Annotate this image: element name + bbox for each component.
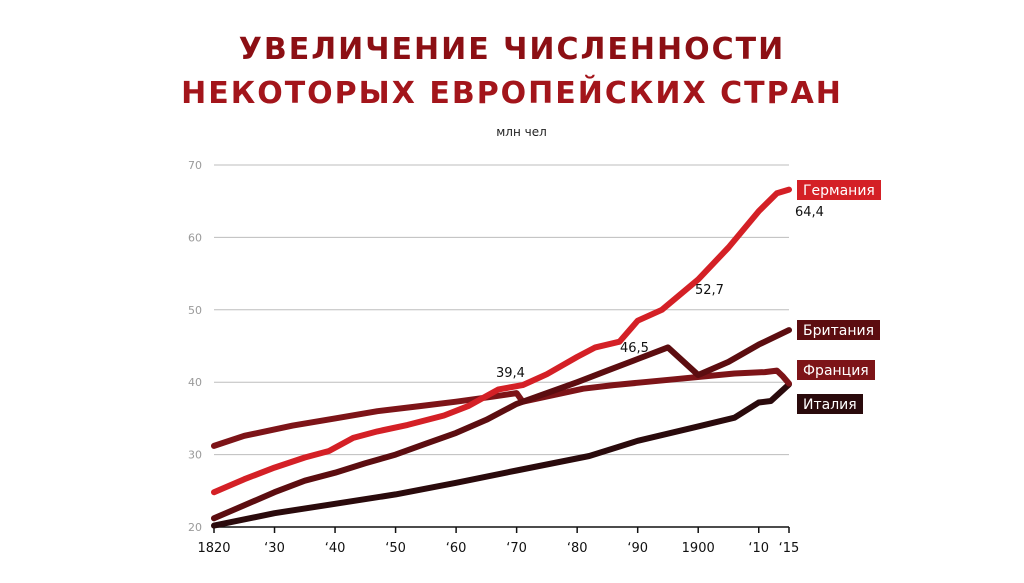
legend-box-Британия xyxy=(797,320,880,340)
series-line-Британия xyxy=(211,327,792,522)
y-tick-label-60: 60 xyxy=(188,231,202,244)
y-tick-label-20: 20 xyxy=(188,521,202,534)
series-line-Франция xyxy=(211,367,792,449)
x-tick-label-1915: ‘15 xyxy=(779,541,800,556)
x-tick-label-1830: ‘30 xyxy=(264,541,285,556)
data-label-52,7: 52,7 xyxy=(695,283,724,298)
x-tick-label-1860: ‘60 xyxy=(446,541,467,556)
data-label-39,4: 39,4 xyxy=(496,366,525,381)
legend-item-Германия: Германия xyxy=(797,180,881,200)
chart-title-line-1: УВЕЛИЧЕНИЕ ЧИСЛЕННОСТИ xyxy=(238,32,786,67)
x-tick-label-1900: 1900 xyxy=(682,541,715,556)
legend-box-Италия xyxy=(797,394,863,414)
y-axis-units-label: млн чел xyxy=(496,125,547,139)
legend-item-Италия: Италия xyxy=(797,394,863,414)
x-tick-label-1820: 1820 xyxy=(197,541,230,556)
x-tick-label-1850: ‘50 xyxy=(385,541,406,556)
legend-label-Франция: Франция xyxy=(803,363,869,379)
legend-box-Германия xyxy=(797,180,881,200)
x-tick-label-1840: ‘40 xyxy=(325,541,346,556)
y-tick-label-30: 30 xyxy=(188,449,202,462)
x-tick-label-1890: ‘90 xyxy=(627,541,648,556)
y-tick-label-40: 40 xyxy=(188,376,202,389)
x-tick-label-1870: ‘70 xyxy=(506,541,527,556)
chart-title-line-2: НЕКОТОРЫХ ЕВРОПЕЙСКИХ СТРАН xyxy=(181,76,843,111)
x-tick-label-1880: ‘80 xyxy=(567,541,588,556)
chart-title: УВЕЛИЧЕНИЕ ЧИСЛЕННОСТИ НЕКОТОРЫХ ЕВРОПЕЙ… xyxy=(0,28,1024,116)
data-label-46,5: 46,5 xyxy=(620,341,649,356)
y-tick-label-50: 50 xyxy=(188,304,202,317)
legend-item-Франция: Франция xyxy=(797,360,875,380)
x-tick-label-1910: ‘10 xyxy=(748,541,769,556)
series-line-Германия xyxy=(211,186,792,496)
series-line-Италия xyxy=(211,381,792,529)
legend-label-Италия: Италия xyxy=(803,397,857,413)
legend-label-Британия: Британия xyxy=(803,323,874,339)
data-label-64,4: 64,4 xyxy=(795,205,824,220)
legend-label-Германия: Германия xyxy=(803,183,875,199)
legend-item-Британия: Британия xyxy=(797,320,880,340)
y-tick-label-70: 70 xyxy=(188,159,202,172)
legend-box-Франция xyxy=(797,360,875,380)
